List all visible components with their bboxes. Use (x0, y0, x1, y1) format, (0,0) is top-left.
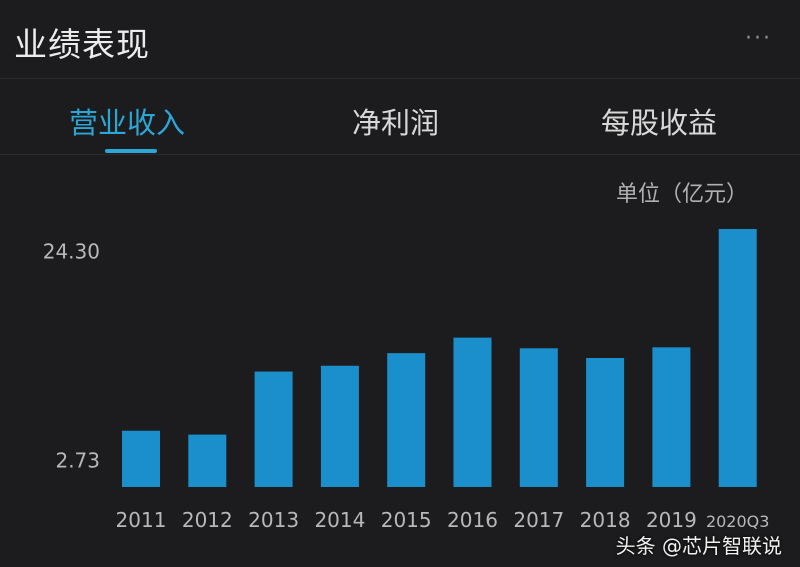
x-tick-label: 2018 (580, 508, 631, 532)
tab-eps[interactable]: 每股收益 (601, 106, 718, 140)
bar-2019[interactable] (652, 347, 691, 487)
y-tick-label: 24.30 (43, 239, 100, 263)
tab-net-profit[interactable]: 净利润 (352, 106, 440, 140)
bar-2017[interactable] (519, 348, 558, 487)
watermark: 头条 @芯片智联说 (615, 534, 782, 558)
page-title: 业绩表现 (14, 25, 150, 64)
bar-2016[interactable] (453, 337, 492, 487)
x-tick-label: 2016 (447, 508, 498, 532)
bar-2012[interactable] (188, 434, 227, 487)
x-tick-label: 2013 (248, 508, 299, 532)
bar-2014[interactable] (320, 365, 359, 487)
y-tick-label: 2.73 (55, 449, 100, 473)
x-tick-label: 2017 (513, 508, 564, 532)
active-tab-indicator (105, 149, 157, 153)
header: 业绩表现 ··· (0, 0, 800, 79)
x-tick-label: 2015 (381, 508, 432, 532)
unit-label: 单位（亿元） (615, 182, 748, 207)
x-tick-label: 2019 (646, 508, 697, 532)
tab-bar: 营业收入 净利润 每股收益 (0, 78, 800, 155)
x-tick-label: 2011 (116, 508, 167, 532)
x-tick-label: 2012 (182, 508, 233, 532)
x-tick-label: 2020Q3 (706, 512, 770, 531)
bar-2013[interactable] (254, 371, 293, 487)
x-tick-label: 2014 (314, 508, 365, 532)
more-options-icon[interactable]: ··· (745, 26, 772, 51)
bar-2011[interactable] (122, 430, 160, 487)
bar-2018[interactable] (586, 357, 625, 487)
tab-revenue[interactable]: 营业收入 (69, 106, 186, 140)
bar-2015[interactable] (387, 353, 426, 487)
bar-2020Q3[interactable] (718, 228, 757, 488)
